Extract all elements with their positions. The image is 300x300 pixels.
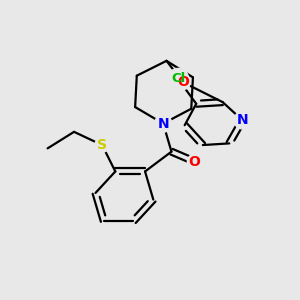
Circle shape	[187, 154, 202, 169]
Circle shape	[234, 112, 251, 129]
Text: O: O	[189, 154, 200, 169]
Text: O: O	[177, 75, 189, 89]
Text: Cl: Cl	[171, 73, 185, 85]
Text: N: N	[237, 113, 248, 127]
Circle shape	[176, 75, 190, 90]
Circle shape	[154, 115, 172, 132]
Circle shape	[95, 138, 110, 152]
Text: S: S	[97, 138, 107, 152]
Text: N: N	[158, 117, 169, 130]
Circle shape	[167, 68, 189, 90]
